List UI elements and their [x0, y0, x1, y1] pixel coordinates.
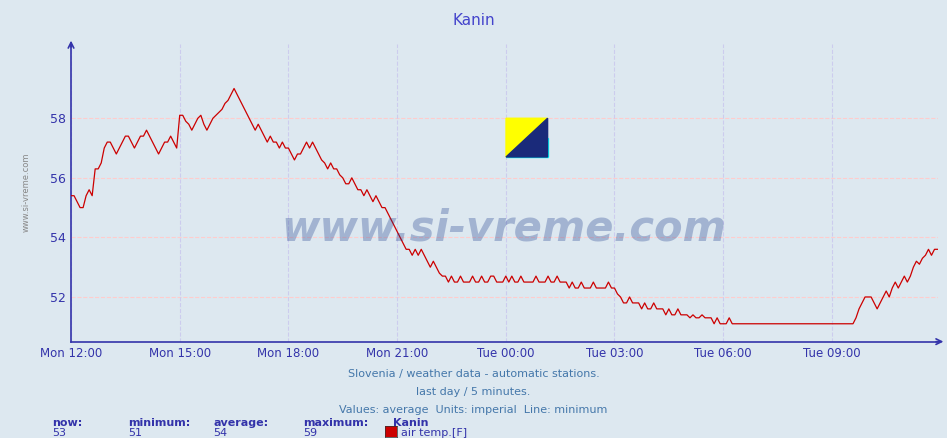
Text: Kanin: Kanin [452, 13, 495, 28]
Text: 53: 53 [52, 428, 66, 438]
Polygon shape [506, 118, 547, 157]
Text: www.si-vreme.com: www.si-vreme.com [282, 208, 726, 250]
Text: minimum:: minimum: [128, 418, 190, 428]
Text: average:: average: [213, 418, 268, 428]
Text: last day / 5 minutes.: last day / 5 minutes. [417, 387, 530, 397]
Text: 51: 51 [128, 428, 142, 438]
Text: 59: 59 [303, 428, 317, 438]
Text: maximum:: maximum: [303, 418, 368, 428]
Polygon shape [506, 138, 547, 157]
Text: Values: average  Units: imperial  Line: minimum: Values: average Units: imperial Line: mi… [339, 405, 608, 414]
Text: www.si-vreme.com: www.si-vreme.com [22, 153, 30, 233]
Polygon shape [506, 118, 547, 157]
Text: now:: now: [52, 418, 82, 428]
Text: air temp.[F]: air temp.[F] [401, 428, 467, 438]
Text: 54: 54 [213, 428, 227, 438]
Text: Slovenia / weather data - automatic stations.: Slovenia / weather data - automatic stat… [348, 370, 599, 379]
Text: Kanin: Kanin [393, 418, 428, 428]
